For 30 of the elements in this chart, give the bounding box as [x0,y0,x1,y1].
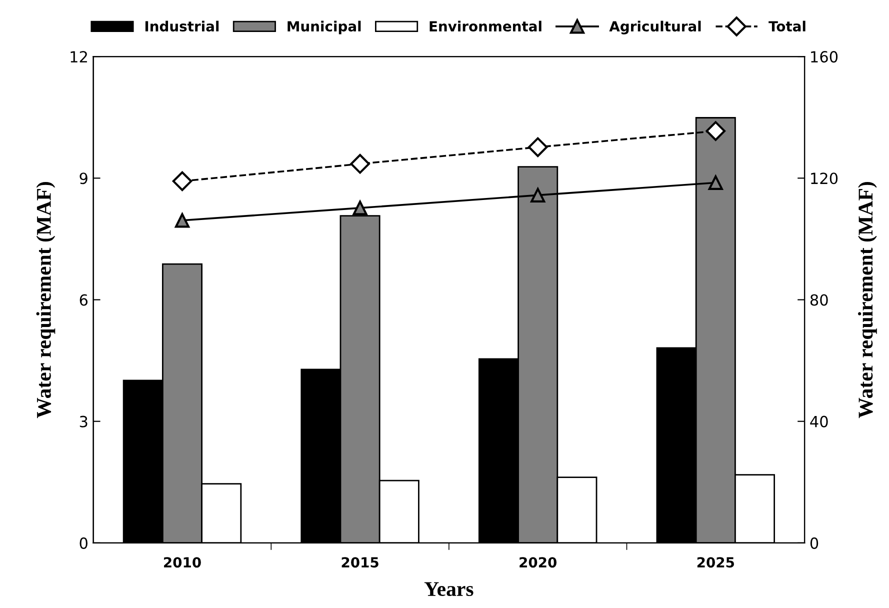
legend-label: Total [768,20,806,32]
x-tick-label: 2015 [342,557,378,568]
point [350,154,370,174]
point [352,200,368,216]
y2-axis-title: Water requirement (MAF) [858,182,877,418]
y2-tick-label: 160 [811,51,838,63]
legend-label: Municipal [288,20,361,34]
point [174,213,190,228]
point [706,121,726,141]
x-axis-title: Years [424,582,474,596]
y2-tick-label: 40 [810,416,828,428]
legend-label: Agricultural [609,20,701,34]
point [172,171,192,192]
y2-tick-label: 80 [810,294,828,306]
point [528,137,548,158]
legend-label: Environmental [430,20,542,32]
y-tick-label: 9 [80,172,88,184]
legend-label: Industrial [145,20,219,32]
y-tick-label: 0 [80,537,88,549]
y-tick-label: 12 [70,51,87,62]
y2-tick-label: 120 [811,172,838,184]
x-tick-label: 2020 [520,557,557,568]
y-tick-label: 6 [80,294,88,306]
y2-tick-label: 0 [810,537,818,549]
x-tick-label: 2010 [164,557,201,568]
y-tick-label: 3 [80,416,88,428]
point [530,188,546,202]
y-axis-title: Water requirement (MAF) [36,182,56,418]
point [708,175,723,190]
x-tick-label: 2025 [697,557,734,568]
